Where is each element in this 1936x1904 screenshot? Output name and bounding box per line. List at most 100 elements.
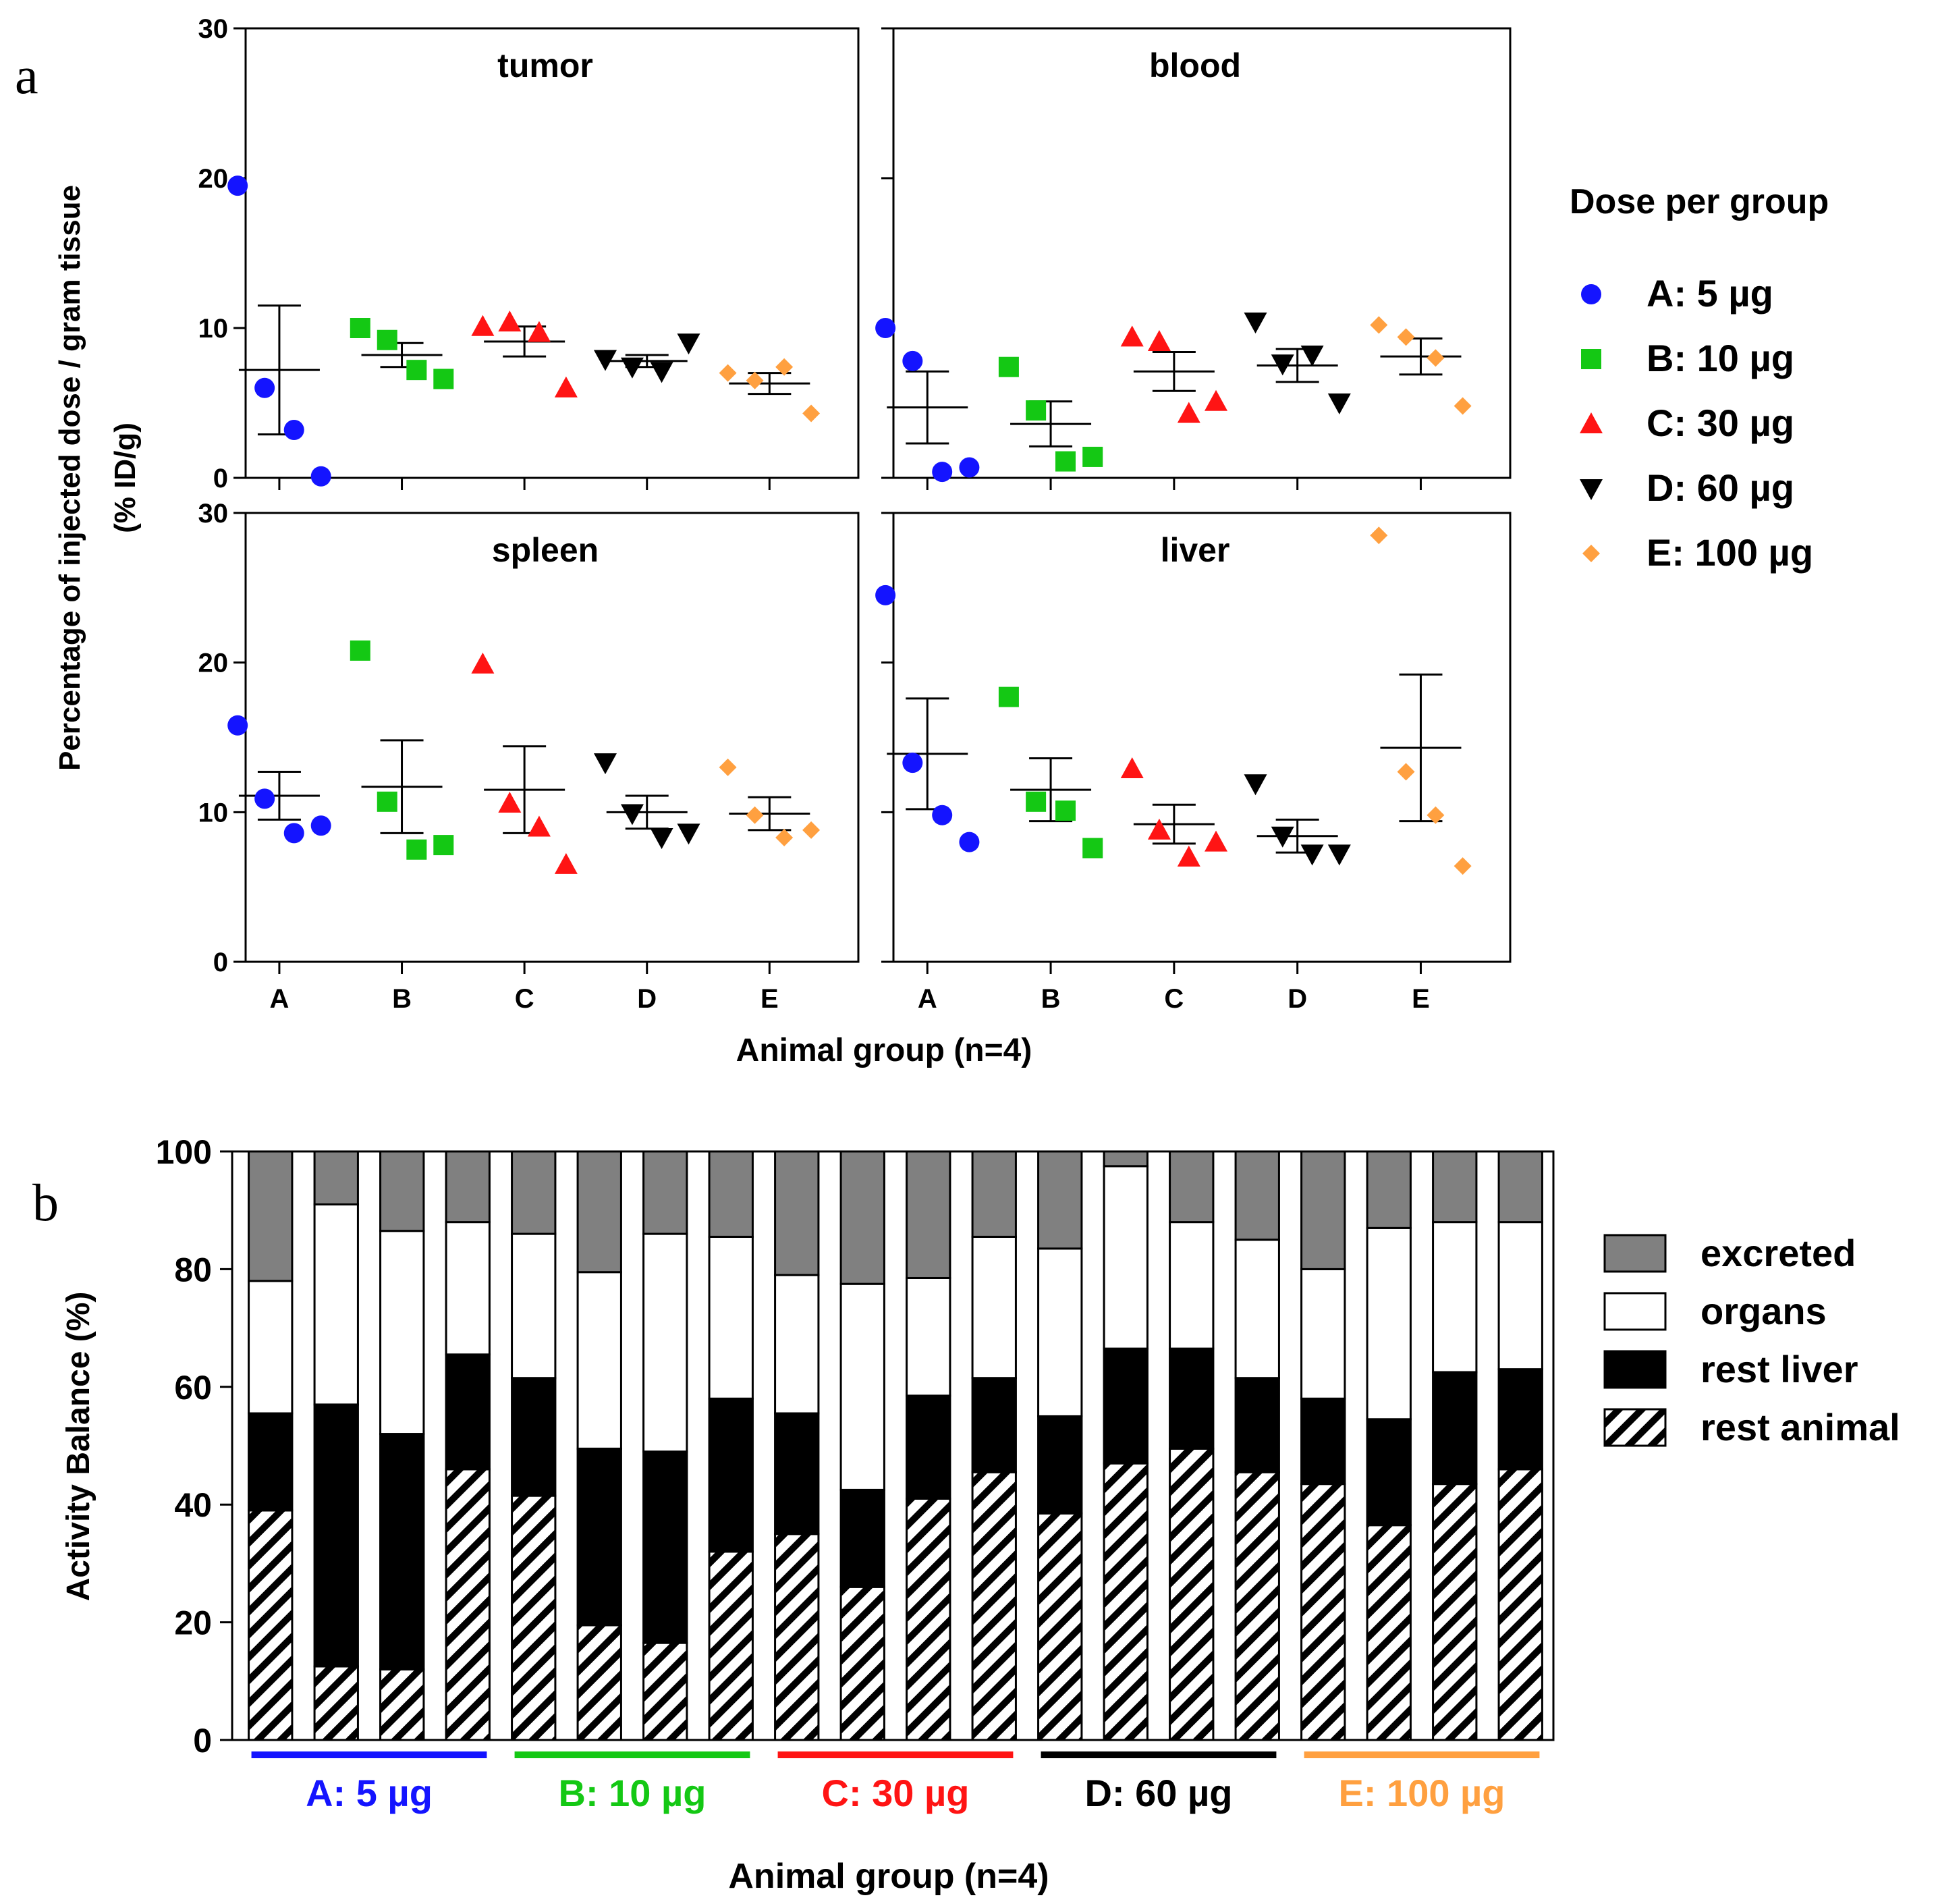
data-point bbox=[998, 356, 1019, 377]
bar-segment-rest-animal bbox=[906, 1497, 951, 1741]
legend-marker-D bbox=[1580, 479, 1603, 500]
data-point bbox=[802, 821, 821, 839]
data-point bbox=[593, 753, 617, 775]
data-point bbox=[1147, 818, 1171, 840]
bar-stack bbox=[839, 1150, 885, 1741]
bar-segment-organs bbox=[1103, 1165, 1149, 1350]
bar-segment-rest-liver bbox=[1300, 1397, 1346, 1486]
bar-segment-organs bbox=[1366, 1226, 1412, 1421]
x-tick-label: C bbox=[515, 984, 534, 1014]
bar-segment-rest-animal bbox=[774, 1533, 820, 1741]
x-tick-label: A bbox=[918, 984, 937, 1014]
data-point bbox=[377, 791, 397, 812]
group-label-B: B: 10 µg bbox=[559, 1772, 707, 1814]
data-point bbox=[554, 376, 578, 398]
data-point bbox=[1177, 845, 1200, 867]
data-point bbox=[620, 804, 644, 825]
data-point bbox=[1327, 393, 1351, 414]
bar-segment-organs bbox=[839, 1282, 885, 1491]
bar-segment-rest-liver bbox=[511, 1377, 557, 1497]
bar-segment-rest-animal bbox=[1037, 1512, 1083, 1741]
bar-stack bbox=[906, 1150, 951, 1741]
data-point bbox=[1327, 844, 1351, 866]
legend-label-C: C: 30 µg bbox=[1647, 402, 1794, 444]
bar-segment-organs bbox=[906, 1276, 951, 1397]
y-tick-label: 20 bbox=[198, 649, 229, 678]
bar-segment-rest-animal bbox=[1366, 1524, 1412, 1741]
bar-stack bbox=[642, 1150, 688, 1741]
bar-segment-excreted bbox=[1037, 1150, 1083, 1250]
data-point bbox=[1427, 806, 1445, 824]
data-point bbox=[406, 360, 427, 381]
data-point bbox=[406, 839, 427, 860]
bar-segment-organs bbox=[708, 1235, 754, 1400]
bar-segment-rest-liver bbox=[906, 1394, 951, 1500]
bar-segment-organs bbox=[1432, 1221, 1478, 1373]
data-point bbox=[932, 462, 953, 483]
legend-label-B: B: 10 µg bbox=[1647, 337, 1794, 379]
data-point bbox=[527, 815, 551, 837]
legend-marker-C bbox=[1580, 412, 1603, 433]
bar-segment-rest-liver bbox=[1432, 1371, 1478, 1486]
bar-stack bbox=[1432, 1150, 1478, 1741]
bar-stack bbox=[708, 1150, 754, 1741]
panel-b-y-axis-label: Activity Balance (%) bbox=[61, 1292, 96, 1602]
legend-label-excreted: excreted bbox=[1700, 1232, 1856, 1274]
scatter-panel-spleen: spleen 0 10 20 30 A B C D E bbox=[198, 499, 860, 1014]
scatter-panel-tumor: tumor 0 10 20 30 bbox=[198, 14, 860, 493]
legend-label-D: D: 60 µg bbox=[1647, 466, 1794, 509]
bar-segment-excreted bbox=[1103, 1150, 1149, 1168]
bar-segment-excreted bbox=[248, 1150, 294, 1282]
group-label-E: E: 100 µg bbox=[1338, 1772, 1505, 1814]
panel-title: blood bbox=[1149, 47, 1241, 84]
bar-stack bbox=[774, 1150, 820, 1741]
bar-segment-rest-liver bbox=[313, 1403, 359, 1668]
bar-segment-organs bbox=[971, 1235, 1017, 1380]
panel-frame bbox=[892, 27, 1512, 479]
series-B bbox=[998, 356, 1103, 472]
data-point bbox=[1026, 791, 1047, 812]
x-tick-label: B bbox=[1041, 984, 1061, 1014]
data-point bbox=[1205, 830, 1228, 852]
bar-stack bbox=[1037, 1150, 1083, 1741]
bar-segment-excreted bbox=[1432, 1150, 1478, 1224]
activity-legend: excreted organs rest liver rest animal bbox=[1603, 1232, 1900, 1448]
bar-segment-excreted bbox=[1497, 1150, 1543, 1224]
data-point bbox=[283, 823, 304, 844]
y-tick-label: 0 bbox=[193, 1722, 212, 1760]
legend-swatch-rest-liver bbox=[1603, 1350, 1667, 1389]
data-point bbox=[959, 832, 980, 852]
data-point bbox=[433, 369, 454, 389]
series-D bbox=[1244, 312, 1351, 414]
bar-stack bbox=[511, 1150, 557, 1741]
x-tick-label: A bbox=[269, 984, 289, 1014]
data-point bbox=[1454, 857, 1472, 875]
bar-segment-rest-liver bbox=[1497, 1368, 1543, 1471]
series-A bbox=[875, 318, 980, 483]
legend-label-rest-liver: rest liver bbox=[1700, 1348, 1858, 1390]
x-tick-label: C bbox=[1164, 984, 1184, 1014]
bar-segment-rest-animal bbox=[248, 1509, 294, 1741]
series-A bbox=[227, 715, 331, 844]
bar-segment-excreted bbox=[839, 1150, 885, 1285]
data-point bbox=[471, 315, 495, 336]
bar-segment-organs bbox=[313, 1203, 359, 1406]
bar-segment-excreted bbox=[1366, 1150, 1412, 1229]
bar-segment-excreted bbox=[708, 1150, 754, 1238]
bar-segment-rest-animal bbox=[642, 1641, 688, 1741]
bar-segment-rest-liver bbox=[1169, 1347, 1215, 1450]
data-point bbox=[1397, 763, 1415, 781]
bar-segment-excreted bbox=[971, 1150, 1017, 1238]
bar-segment-rest-animal bbox=[1169, 1447, 1215, 1741]
data-point bbox=[310, 815, 331, 836]
bar-stack bbox=[576, 1150, 622, 1741]
data-point bbox=[746, 371, 764, 389]
panel-title: spleen bbox=[492, 531, 599, 569]
bar-segment-excreted bbox=[774, 1150, 820, 1276]
bar-segment-excreted bbox=[379, 1150, 425, 1232]
y-tick-label: 10 bbox=[198, 314, 229, 344]
bar-stack bbox=[1103, 1150, 1149, 1741]
legend-marker-E bbox=[1582, 545, 1600, 562]
bar-stack bbox=[445, 1150, 491, 1741]
